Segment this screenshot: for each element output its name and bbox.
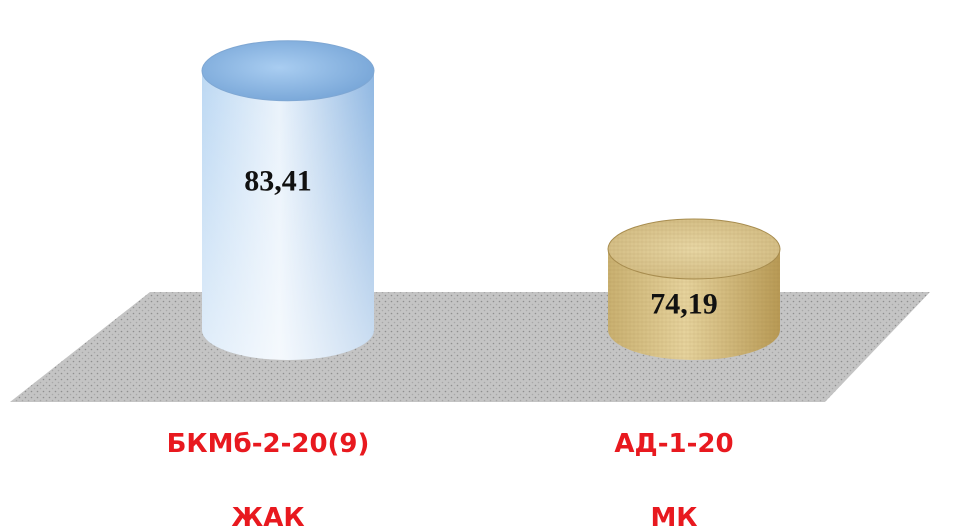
bar-top-texture-2	[608, 218, 780, 279]
bar-cylinder-1	[201, 40, 375, 361]
labels-layer: 83,41 БКМб-2-20(9) ЖАК 74,19 АД-1-20 МК	[167, 164, 734, 531]
subcategory-label-1: ЖАК	[231, 503, 304, 531]
category-label-1: БКМб-2-20(9)	[167, 429, 370, 459]
category-label-2: АД-1-20	[614, 429, 733, 459]
value-label-1: 83,41	[244, 164, 312, 197]
bar-top-1	[201, 40, 375, 102]
bars-layer	[201, 40, 781, 361]
chart-floor	[10, 292, 930, 402]
bar-texture-2	[608, 248, 780, 360]
subcategory-label-2: МК	[650, 503, 697, 531]
bar-sheen-1	[202, 70, 374, 361]
value-label-2: 74,19	[650, 287, 718, 320]
bar-cylinder-2	[607, 218, 781, 360]
